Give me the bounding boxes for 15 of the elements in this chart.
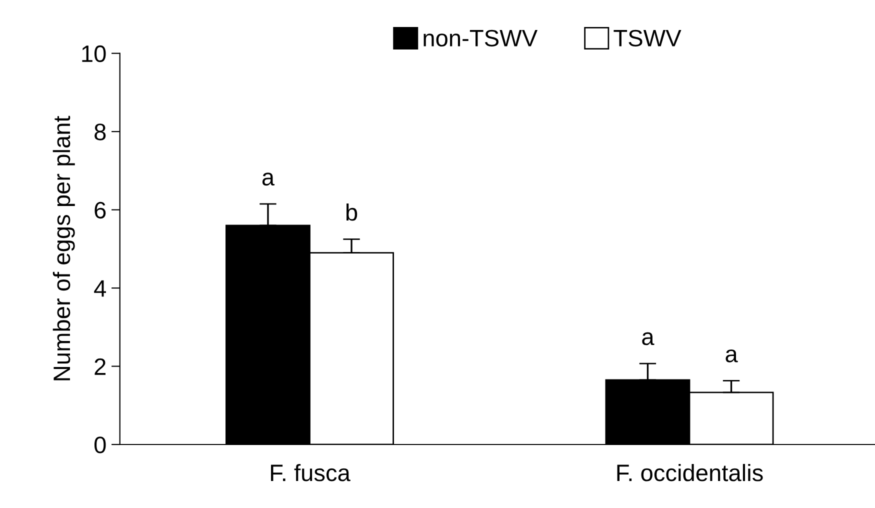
y-tick-label: 8	[94, 124, 106, 140]
legend-label: non-TSWV	[424, 30, 538, 47]
legend-label: TSWV	[614, 30, 682, 47]
y-tick-label: 4	[94, 280, 106, 297]
data-label: b	[346, 203, 358, 221]
data-label: a	[262, 172, 275, 186]
data-label: a	[726, 349, 738, 362]
x-tick-label: F. occidentalis	[617, 464, 763, 482]
x-tick-label: F. fusca	[271, 464, 350, 482]
y-tick-label: 10	[82, 45, 106, 62]
y-tick-label: 0	[94, 436, 106, 454]
y-axis-title: Number of eggs per plant	[52, 116, 75, 380]
y-tick-label: 2	[94, 358, 106, 375]
data-label: a	[642, 332, 654, 346]
y-tick-label: 6	[94, 202, 106, 219]
